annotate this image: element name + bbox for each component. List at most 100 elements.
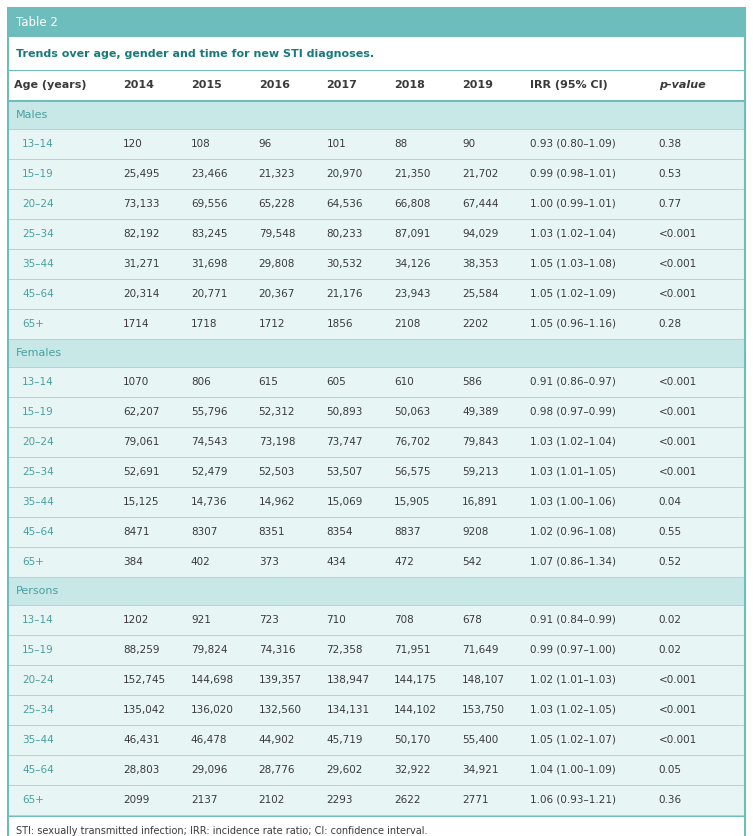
- Bar: [8, 726, 745, 755]
- Text: 0.99 (0.97–1.00): 0.99 (0.97–1.00): [530, 645, 616, 655]
- Text: 8351: 8351: [259, 527, 285, 537]
- Text: 9208: 9208: [462, 527, 489, 537]
- Text: 1.06 (0.93–1.21): 1.06 (0.93–1.21): [530, 795, 616, 805]
- Text: 21,350: 21,350: [395, 169, 431, 179]
- Text: 139,357: 139,357: [259, 675, 302, 685]
- Bar: [8, 37, 745, 38]
- Text: 73,747: 73,747: [327, 437, 363, 447]
- Text: 44,902: 44,902: [259, 735, 295, 745]
- Text: <0.001: <0.001: [659, 229, 697, 239]
- Text: 35–44: 35–44: [22, 735, 53, 745]
- Text: Males: Males: [16, 110, 48, 120]
- Text: 1.07 (0.86–1.34): 1.07 (0.86–1.34): [530, 557, 616, 567]
- Text: 1.05 (1.03–1.08): 1.05 (1.03–1.08): [530, 259, 616, 269]
- Text: 0.98 (0.97–0.99): 0.98 (0.97–0.99): [530, 407, 616, 417]
- Text: 65+: 65+: [22, 557, 44, 567]
- Text: 2014: 2014: [123, 80, 154, 90]
- Bar: [8, 308, 745, 309]
- Bar: [8, 71, 745, 100]
- Bar: [8, 665, 745, 695]
- Text: 434: 434: [327, 557, 346, 567]
- Text: <0.001: <0.001: [659, 467, 697, 477]
- Text: 55,400: 55,400: [462, 735, 498, 745]
- Text: 2102: 2102: [259, 795, 285, 805]
- Text: 74,543: 74,543: [191, 437, 227, 447]
- Text: 132,560: 132,560: [259, 705, 302, 715]
- Text: 1856: 1856: [327, 319, 353, 329]
- Text: 87,091: 87,091: [395, 229, 431, 239]
- Bar: [8, 69, 745, 71]
- Text: 120: 120: [123, 139, 143, 149]
- Text: 21,323: 21,323: [259, 169, 295, 179]
- Text: 723: 723: [259, 615, 279, 625]
- Bar: [8, 817, 745, 836]
- Text: 2016: 2016: [259, 80, 290, 90]
- Text: 82,192: 82,192: [123, 229, 160, 239]
- Text: 0.28: 0.28: [659, 319, 682, 329]
- Text: 67,444: 67,444: [462, 199, 498, 209]
- Text: 15,905: 15,905: [395, 497, 431, 507]
- Text: 65+: 65+: [22, 795, 44, 805]
- Text: 29,808: 29,808: [259, 259, 295, 269]
- Text: 0.05: 0.05: [659, 765, 682, 775]
- Text: 1.05 (1.02–1.09): 1.05 (1.02–1.09): [530, 289, 616, 299]
- Text: 52,503: 52,503: [259, 467, 295, 477]
- Text: 708: 708: [395, 615, 414, 625]
- Bar: [8, 784, 745, 786]
- Bar: [8, 249, 745, 278]
- Text: 15–19: 15–19: [22, 407, 53, 417]
- Text: 20,367: 20,367: [259, 289, 295, 299]
- Bar: [8, 366, 745, 368]
- Text: 0.91 (0.86–0.97): 0.91 (0.86–0.97): [530, 377, 616, 387]
- Text: 586: 586: [462, 377, 482, 387]
- Text: 69,556: 69,556: [191, 199, 227, 209]
- Text: <0.001: <0.001: [659, 289, 697, 299]
- Text: 79,824: 79,824: [191, 645, 227, 655]
- Text: 23,943: 23,943: [395, 289, 431, 299]
- Text: 2015: 2015: [191, 80, 221, 90]
- Text: 15,125: 15,125: [123, 497, 160, 507]
- Text: 28,803: 28,803: [123, 765, 160, 775]
- Text: 144,102: 144,102: [395, 705, 437, 715]
- Text: 25,495: 25,495: [123, 169, 160, 179]
- Text: 2019: 2019: [462, 80, 493, 90]
- Text: 1.05 (0.96–1.16): 1.05 (0.96–1.16): [530, 319, 616, 329]
- Text: 31,698: 31,698: [191, 259, 227, 269]
- Bar: [8, 130, 745, 159]
- Text: 45–64: 45–64: [22, 289, 53, 299]
- Text: 2018: 2018: [395, 80, 425, 90]
- Text: 136,020: 136,020: [191, 705, 233, 715]
- Text: 14,962: 14,962: [259, 497, 295, 507]
- Text: 2202: 2202: [462, 319, 489, 329]
- Bar: [8, 548, 745, 577]
- Text: 0.38: 0.38: [659, 139, 682, 149]
- Text: 73,133: 73,133: [123, 199, 160, 209]
- Text: 96: 96: [259, 139, 272, 149]
- Text: 34,921: 34,921: [462, 765, 498, 775]
- Text: 94,029: 94,029: [462, 229, 498, 239]
- Text: 59,213: 59,213: [462, 467, 498, 477]
- Text: 0.04: 0.04: [659, 497, 682, 507]
- Bar: [8, 309, 745, 339]
- Text: 0.36: 0.36: [659, 795, 682, 805]
- Text: 134,131: 134,131: [327, 705, 370, 715]
- Text: 0.91 (0.84–0.99): 0.91 (0.84–0.99): [530, 615, 616, 625]
- Bar: [8, 278, 745, 279]
- Text: 29,602: 29,602: [327, 765, 363, 775]
- Text: 135,042: 135,042: [123, 705, 166, 715]
- Text: p-value: p-value: [659, 80, 706, 90]
- Text: 64,536: 64,536: [327, 199, 363, 209]
- Text: 678: 678: [462, 615, 482, 625]
- Text: 615: 615: [259, 377, 279, 387]
- Text: 2771: 2771: [462, 795, 489, 805]
- Text: 79,061: 79,061: [123, 437, 160, 447]
- Text: 73,198: 73,198: [259, 437, 295, 447]
- Text: 80,233: 80,233: [327, 229, 363, 239]
- Text: 20,314: 20,314: [123, 289, 160, 299]
- Text: 1.02 (1.01–1.03): 1.02 (1.01–1.03): [530, 675, 616, 685]
- Text: 46,431: 46,431: [123, 735, 160, 745]
- Text: 38,353: 38,353: [462, 259, 498, 269]
- Text: 8354: 8354: [327, 527, 353, 537]
- Text: 806: 806: [191, 377, 211, 387]
- Text: 55,796: 55,796: [191, 407, 227, 417]
